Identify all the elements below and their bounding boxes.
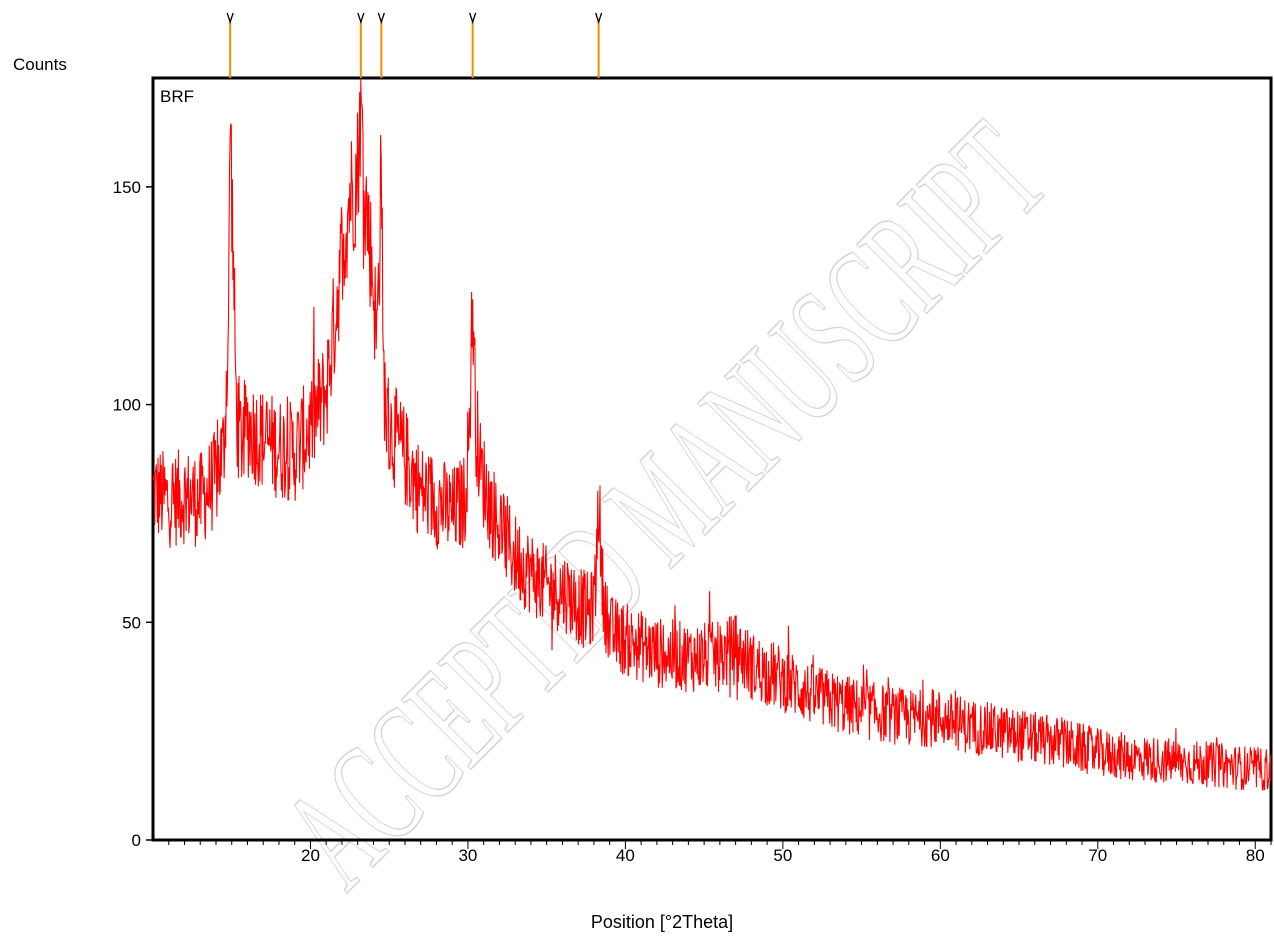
y-axis-title: Counts [13, 55, 67, 74]
y-tick-label: 0 [132, 831, 141, 850]
axis-tick-group: 20 30 40 50 60 70 80 0 50 100 150 [113, 178, 1272, 865]
plot-frame [151, 76, 1273, 842]
peak-marker-group [226, 12, 603, 78]
x-tick-label: 80 [1246, 846, 1265, 865]
x-tick-label: 70 [1088, 846, 1107, 865]
peak-marker-head [377, 12, 385, 25]
peak-marker-head [469, 12, 477, 25]
sample-label: BRF [160, 87, 194, 106]
x-tick-label: 60 [931, 846, 950, 865]
x-tick-label: 30 [458, 846, 477, 865]
x-axis-title: Position [°2Theta] [591, 912, 733, 932]
peak-marker-head [595, 12, 603, 25]
peak-marker-head [357, 12, 365, 25]
y-tick-label: 150 [113, 178, 141, 197]
x-tick-label: 20 [301, 846, 320, 865]
x-tick-label: 50 [773, 846, 792, 865]
x-tick-label: 40 [616, 846, 635, 865]
diffraction-line [152, 79, 1272, 791]
y-tick-label: 100 [113, 396, 141, 415]
peak-marker-head [226, 12, 234, 25]
y-tick-label: 50 [122, 613, 141, 632]
watermark: ACCEPTED MANUSCRIPT [252, 92, 1076, 916]
